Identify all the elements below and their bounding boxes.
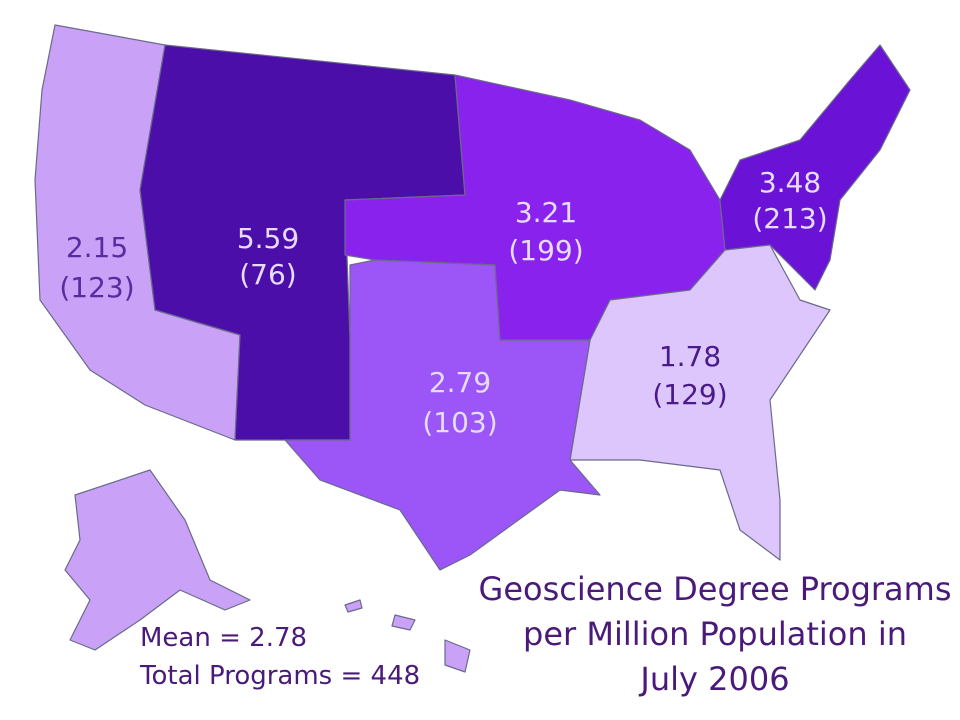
- southeast-region: [569, 244, 831, 561]
- region-count: (129): [652, 378, 727, 411]
- region-value: 5.59: [237, 222, 299, 255]
- total-stat: Total Programs = 448: [139, 661, 420, 691]
- hawaii: [444, 639, 471, 673]
- title-line: July 2006: [638, 660, 789, 698]
- region-count: (213): [752, 202, 827, 235]
- region-value: 1.78: [659, 340, 721, 373]
- region-count: (123): [59, 271, 134, 304]
- mean-stat: Mean = 2.78: [140, 623, 307, 653]
- title-line: Geoscience Degree Programs: [479, 570, 952, 608]
- hawaii: [391, 614, 416, 631]
- region-labels: 2.15 (123) 5.59 (76) 3.21 (199) 3.48 (21…: [59, 166, 827, 439]
- alaska: [64, 469, 251, 651]
- region-count: (103): [422, 406, 497, 439]
- region-value: 2.79: [429, 366, 491, 399]
- region-count: (199): [508, 234, 583, 267]
- region-value: 3.48: [759, 166, 821, 199]
- title-line: per Million Population in: [523, 615, 907, 653]
- south-central-region: [284, 259, 601, 571]
- region-value: 3.21: [515, 196, 577, 229]
- regions: [34, 24, 911, 673]
- region-value: 2.15: [66, 231, 128, 264]
- hawaii: [344, 599, 363, 613]
- region-count: (76): [239, 258, 296, 291]
